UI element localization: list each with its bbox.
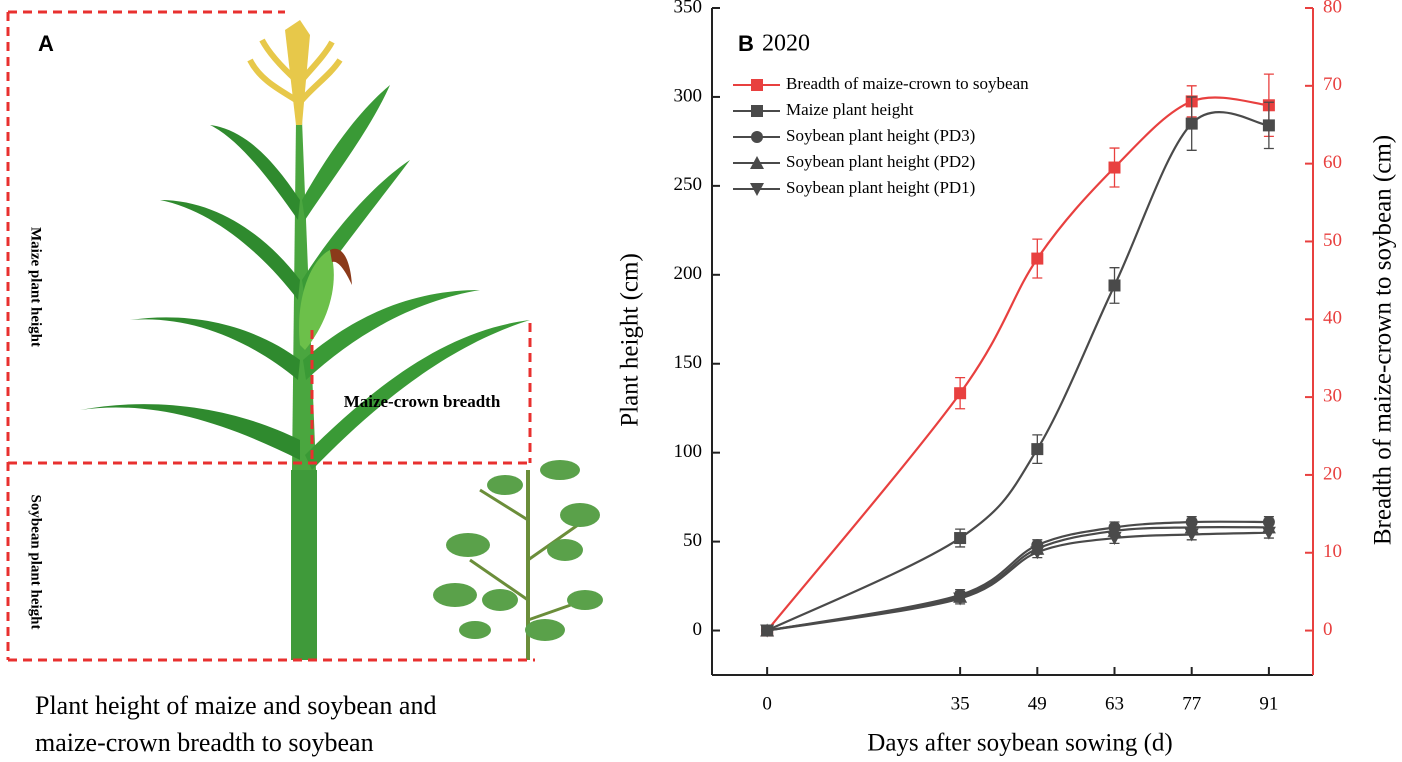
legend-marker <box>751 79 763 91</box>
crown-breadth-label: Maize-crown breadth <box>344 392 501 411</box>
legend-marker <box>750 156 764 169</box>
legend-marker <box>750 183 764 196</box>
y-tick-label: 0 <box>693 619 703 640</box>
legend-marker <box>751 131 763 143</box>
y-tick-label: 350 <box>674 0 703 17</box>
x-tick-label: 35 <box>951 693 970 714</box>
maize-height-label: Maize plant height <box>28 227 44 347</box>
y2-tick-label: 30 <box>1323 385 1342 406</box>
panel-label: B <box>738 31 754 56</box>
data-point <box>1262 119 1275 132</box>
data-point <box>760 624 775 638</box>
soybean-height-label: Soybean plant height <box>28 494 44 629</box>
y-tick-label: 200 <box>674 263 703 284</box>
y-tick-label: 100 <box>674 441 703 462</box>
fit-line <box>766 531 1269 632</box>
legend-label: Breadth of maize-crown to soybean <box>786 74 1029 93</box>
x-tick-label: 77 <box>1182 693 1201 714</box>
data-point <box>954 532 967 545</box>
data-point <box>1107 532 1122 546</box>
x-tick-label: 63 <box>1105 693 1124 714</box>
legend-label: Soybean plant height (PD1) <box>786 178 975 197</box>
panel-label: A <box>38 31 54 56</box>
fit-line <box>766 520 1269 632</box>
x-axis-title: Days after soybean sowing (d) <box>867 730 1172 757</box>
y-axis-title: Plant height (cm) <box>617 253 644 427</box>
y2-tick-label: 10 <box>1323 541 1342 562</box>
legend-label: Maize plant height <box>786 100 914 119</box>
data-point <box>1108 161 1121 174</box>
data-point <box>1261 526 1276 540</box>
x-tick-label: 49 <box>1028 693 1047 714</box>
legend-marker <box>751 105 763 117</box>
caption: Plant height of maize and soybean and <box>35 691 436 720</box>
data-point <box>1031 443 1044 456</box>
y-tick-label: 50 <box>683 530 702 551</box>
soybean-illustration <box>433 460 603 660</box>
chart-title: 2020 <box>762 31 810 57</box>
y-tick-label: 250 <box>674 174 703 195</box>
y-tick-label: 150 <box>674 352 703 373</box>
data-point <box>1031 252 1044 265</box>
y2-tick-label: 40 <box>1323 308 1342 329</box>
y2-tick-label: 20 <box>1323 463 1342 484</box>
y2-tick-label: 50 <box>1323 230 1342 251</box>
data-point <box>953 592 968 606</box>
y2-tick-label: 80 <box>1323 0 1342 17</box>
maize-illustration <box>80 20 530 660</box>
data-point <box>1030 546 1045 560</box>
dashed-guides <box>6 10 535 662</box>
legend-label: Soybean plant height (PD2) <box>786 152 975 171</box>
data-point <box>1108 279 1121 292</box>
data-point <box>1184 528 1199 542</box>
y2-axis-title: Breadth of maize-crown to soybean (cm) <box>1370 135 1397 545</box>
y2-tick-label: 70 <box>1323 74 1342 95</box>
legend-label: Soybean plant height (PD3) <box>786 126 975 145</box>
data-point <box>1185 117 1198 130</box>
y-tick-label: 300 <box>674 85 703 106</box>
x-tick-label: 0 <box>762 693 772 714</box>
caption: maize-crown breadth to soybean <box>35 728 374 757</box>
fit-line <box>766 526 1269 632</box>
y2-tick-label: 0 <box>1323 619 1333 640</box>
y2-tick-label: 60 <box>1323 152 1342 173</box>
x-tick-label: 91 <box>1259 693 1278 714</box>
data-point <box>954 387 967 400</box>
